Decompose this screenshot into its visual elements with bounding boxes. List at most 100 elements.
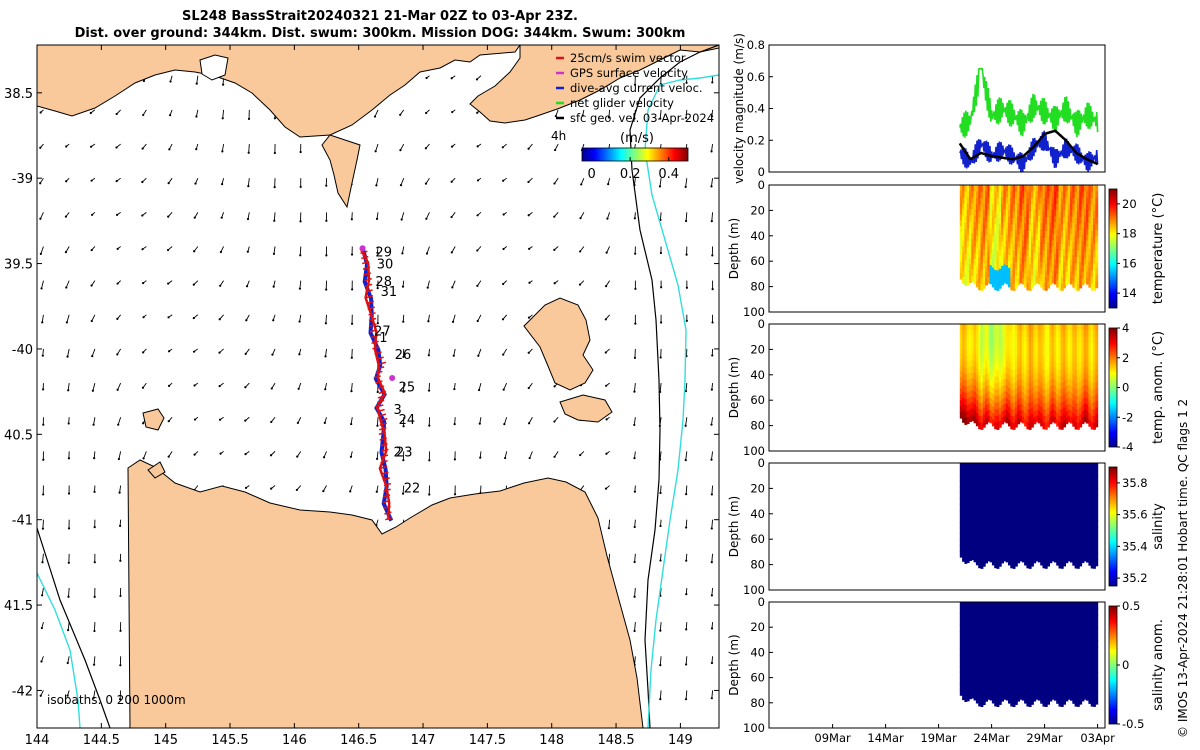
- heatmap-cell: [1019, 221, 1023, 229]
- heatmap-cell: [1044, 469, 1048, 477]
- heatmap-cell: [1003, 258, 1007, 266]
- heatmap-cell: [978, 534, 982, 542]
- heatmap-cell: [971, 679, 975, 687]
- heatmap-cell: [1049, 614, 1053, 622]
- heatmap-cell: [1095, 268, 1099, 276]
- current-vector: [400, 178, 405, 186]
- heatmap-cell: [982, 678, 986, 686]
- current-vector-head: [247, 185, 250, 188]
- heatmap-cell: [1001, 632, 1004, 640]
- current-vector: [40, 246, 44, 255]
- heatmap-cell: [1010, 541, 1014, 549]
- heatmap-cell: [1024, 469, 1027, 477]
- heatmap-cell: [1051, 366, 1055, 374]
- heatmap-cell: [1088, 539, 1092, 547]
- current-vector-head: [633, 629, 636, 633]
- heatmap-cell: [978, 660, 982, 668]
- heatmap-cell: [964, 392, 968, 400]
- heatmap-cell: [996, 515, 1000, 523]
- heatmap-cell: [1019, 379, 1023, 386]
- heatmap-cell: [1035, 276, 1039, 284]
- heatmap-cell: [1028, 660, 1032, 668]
- heatmap-cell: [962, 264, 965, 272]
- heatmap-cell: [1014, 546, 1018, 554]
- heatmap-cell: [1005, 379, 1009, 387]
- heatmap-cell: [1081, 355, 1085, 362]
- heatmap-cell: [964, 481, 968, 489]
- heatmap-cell: [1019, 680, 1023, 688]
- heatmap-cell: [987, 650, 991, 658]
- heatmap-cell: [1079, 275, 1083, 282]
- heatmap-cell: [985, 608, 988, 615]
- map-xtick-label: 146.5: [340, 733, 377, 748]
- heatmap-cell: [1028, 608, 1032, 616]
- heatmap-cell: [1033, 663, 1037, 671]
- heatmap-cell: [1005, 215, 1009, 223]
- heatmap-cell: [1090, 495, 1094, 503]
- heatmap-cell: [1033, 487, 1037, 495]
- heatmap-cell: [1090, 198, 1094, 206]
- heatmap-cell: [978, 653, 982, 661]
- heatmap-cell: [975, 690, 979, 698]
- heatmap-cell: [980, 324, 984, 332]
- heatmap-cell: [1037, 259, 1041, 266]
- current-vector: [117, 382, 122, 390]
- heatmap-cell: [1026, 270, 1030, 278]
- heatmap-cell: [1035, 379, 1039, 386]
- heatmap-cell: [998, 382, 1002, 389]
- heatmap-cell: [991, 393, 995, 401]
- heatmap-cell: [1037, 626, 1041, 634]
- heatmap-cell: [1028, 343, 1032, 351]
- heatmap-cell: [1035, 668, 1039, 676]
- heatmap-cell: [1033, 355, 1037, 362]
- heatmap-cell: [1086, 506, 1089, 514]
- heatmap-cell: [1033, 682, 1037, 690]
- heatmap-cell: [962, 662, 965, 670]
- heatmap-cell: [1040, 236, 1044, 243]
- heatmap-cell: [998, 553, 1002, 561]
- heatmap-cell: [1031, 275, 1034, 283]
- heatmap-cell: [959, 324, 963, 331]
- heatmap-cell: [1065, 247, 1069, 254]
- heatmap-cell: [1076, 561, 1080, 569]
- heatmap-cell: [959, 504, 963, 511]
- heatmap-cell: [1047, 381, 1050, 389]
- heatmap-cell: [1028, 330, 1032, 338]
- heatmap-cell: [1019, 348, 1023, 356]
- current-vector-head: [193, 453, 196, 456]
- heatmap-cell: [1019, 385, 1023, 392]
- depth-colorbar-tick-label: 2: [1122, 351, 1129, 365]
- heatmap-cell: [1081, 191, 1085, 198]
- heatmap-cell: [1003, 505, 1007, 513]
- heatmap-cell: [1072, 242, 1076, 250]
- heatmap-cell: [1072, 633, 1076, 641]
- heatmap-cell: [1056, 229, 1060, 237]
- heatmap-cell: [1047, 375, 1050, 383]
- heatmap-cell: [994, 382, 998, 390]
- heatmap-cell: [1053, 348, 1057, 356]
- heatmap-cell: [989, 663, 993, 670]
- heatmap-cell: [1044, 528, 1048, 536]
- heatmap-cell: [1076, 277, 1080, 285]
- heatmap-cell: [1070, 663, 1073, 670]
- heatmap-cell: [1028, 337, 1032, 345]
- heatmap-cell: [959, 510, 963, 517]
- heatmap-cell: [1024, 330, 1027, 338]
- heatmap-cell: [959, 671, 963, 679]
- heatmap-cell: [1014, 621, 1018, 629]
- heatmap-cell: [1083, 505, 1087, 513]
- heatmap-cell: [1040, 355, 1044, 363]
- swim-vector: [376, 366, 385, 370]
- current-vector-head: [272, 252, 276, 255]
- heatmap-cell: [985, 197, 988, 205]
- heatmap-cell: [1017, 222, 1021, 230]
- depth-ytick-label: 60: [750, 532, 765, 546]
- heatmap-cell: [998, 343, 1002, 351]
- heatmap-cell: [1095, 343, 1099, 351]
- current-vector-head: [218, 418, 222, 421]
- heatmap-cell: [1035, 511, 1039, 519]
- current-vector: [634, 519, 636, 527]
- heatmap-cell: [1070, 651, 1073, 658]
- heatmap-cell: [982, 546, 986, 554]
